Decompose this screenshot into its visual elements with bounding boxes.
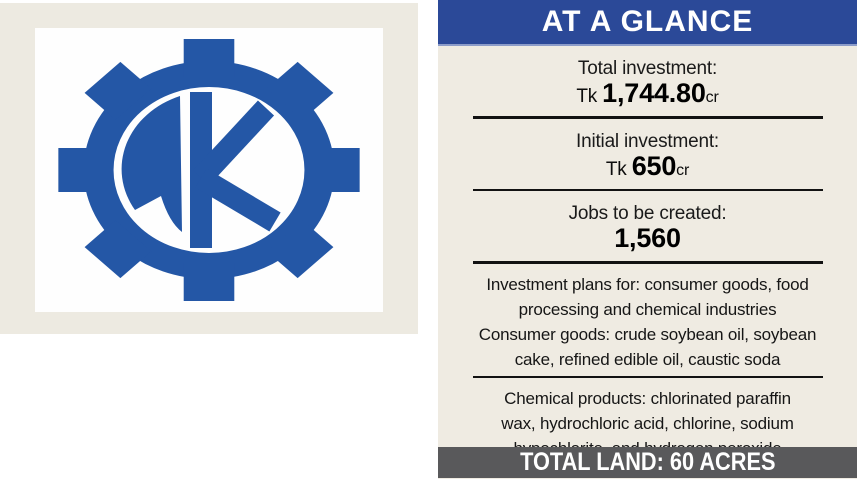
unit-suffix: cr	[676, 161, 690, 179]
divider	[472, 375, 823, 378]
unit-suffix: cr	[705, 89, 719, 106]
stat-label: Initial investment:	[576, 130, 719, 152]
tk-gear-monogram-icon	[58, 39, 360, 301]
divider	[472, 188, 823, 191]
stat-value: Tk 1,744.80cr	[438, 79, 857, 112]
currency-prefix: Tk	[605, 158, 632, 180]
total-land-text: TOTAL LAND: 60 ACRES	[519, 448, 776, 476]
monogram-left-shape	[121, 96, 182, 232]
stat-label: Total investment:	[577, 58, 718, 79]
stat-total-investment: Total investment: Tk 1,744.80cr	[438, 46, 857, 112]
divider	[472, 116, 823, 119]
logo-card	[0, 3, 418, 334]
stat-jobs-created: Jobs to be created: 1,560	[438, 191, 857, 257]
gear-teeth	[58, 39, 360, 301]
total-land-banner: TOTAL LAND: 60 ACRES	[438, 447, 857, 478]
stat-value: 1,560	[438, 224, 857, 257]
panel-title: AT A GLANCE	[541, 5, 754, 38]
panel-header: AT A GLANCE	[438, 0, 857, 46]
divider	[472, 261, 823, 264]
stat-value: Tk 650cr	[438, 152, 857, 185]
at-a-glance-panel: AT A GLANCE Total investment: Tk 1,744.8…	[438, 0, 857, 479]
stat-number: 650	[631, 150, 677, 181]
investment-plans-text: Investment plans for: consumer goods, fo…	[478, 274, 817, 369]
stat-label: Jobs to be created:	[568, 203, 727, 224]
stat-number: 1,560	[614, 223, 681, 253]
stat-initial-investment: Initial investment: Tk 650cr	[438, 119, 857, 185]
currency-prefix: Tk	[576, 86, 603, 107]
logo-box	[35, 28, 383, 312]
stat-number: 1,744.80	[602, 78, 706, 108]
